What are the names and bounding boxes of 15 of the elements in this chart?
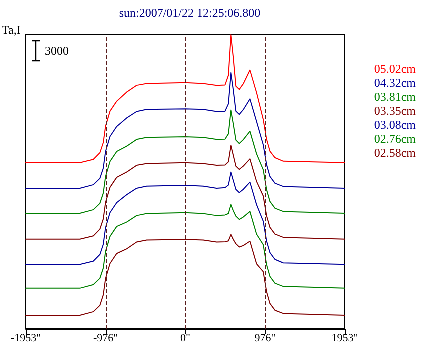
x-tick-label: 976": [254, 332, 276, 344]
text: 03.35cm: [374, 104, 417, 118]
text: 03.81cm: [374, 90, 417, 104]
chart-title: sun:2007/01/22 12:25:06.800: [119, 6, 261, 20]
x-tick-label: -1953": [10, 332, 42, 344]
x-tick-label: -976": [93, 332, 118, 344]
x-tick-label: 0": [180, 332, 190, 344]
annotation: 3000: [45, 44, 69, 59]
text: 03.08cm: [374, 118, 417, 132]
text: 04.32cm: [374, 76, 417, 90]
x-tick-label: 1953": [332, 332, 358, 344]
text: 05.02cm: [374, 62, 417, 76]
text: 02.76cm: [374, 132, 417, 146]
y-axis-title: Ta,I: [2, 23, 21, 37]
text: 02.58cm: [374, 146, 417, 160]
